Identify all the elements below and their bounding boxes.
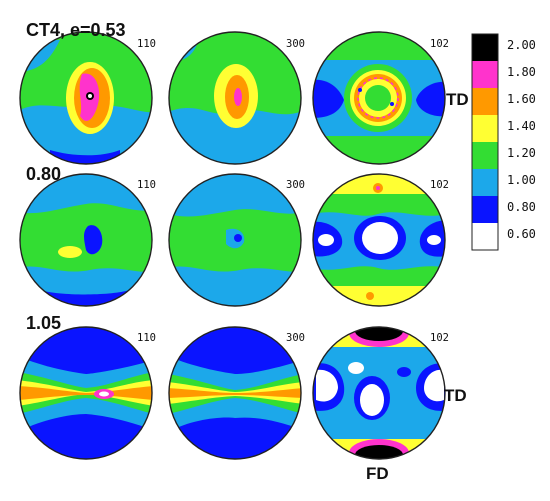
plane-label-r3-102: 102 <box>430 332 449 344</box>
pole-figure-r3-102 <box>313 327 445 459</box>
legend-label-1-40: 1.40 <box>507 119 536 133</box>
legend-label-1-60: 1.60 <box>507 92 536 106</box>
td-label-row1: TD <box>446 90 469 109</box>
pole-figure-r2-110 <box>20 174 152 306</box>
pole-figure-r1-110 <box>20 32 152 164</box>
legend-swatch-1-00 <box>472 169 498 196</box>
legend-label-1-00: 1.00 <box>507 173 536 187</box>
legend-label-1-20: 1.20 <box>507 146 536 160</box>
legend-swatch-2-00 <box>472 34 498 61</box>
plane-label-r1-110: 110 <box>137 38 156 50</box>
row-label-1: CT4, e=0.53 <box>26 20 126 40</box>
plane-label-r2-102: 102 <box>430 179 449 191</box>
legend-label-0-60: 0.60 <box>507 227 536 241</box>
legend-swatch-1-20 <box>472 142 498 169</box>
pole-figure-r2-102 <box>313 174 445 306</box>
plane-label-r2-110: 110 <box>137 179 156 191</box>
plane-label-r2-300: 300 <box>286 179 305 191</box>
legend-label-0-80: 0.80 <box>507 200 536 214</box>
legend-swatch-1-80 <box>472 61 498 88</box>
legend-swatch-0-80 <box>472 196 498 223</box>
legend-label-2-00: 2.00 <box>507 38 536 52</box>
plane-label-r1-300: 300 <box>286 38 305 50</box>
legend-swatch-1-40 <box>472 115 498 142</box>
legend-border <box>471 33 499 251</box>
plane-label-r3-110: 110 <box>137 332 156 344</box>
legend-swatch-0-60 <box>472 223 498 250</box>
plane-label-r1-102: 102 <box>430 38 449 50</box>
pole-figure-r3-110 <box>20 327 152 459</box>
legend-swatch-1-60 <box>472 88 498 115</box>
fd-label-row3: FD <box>366 464 389 483</box>
pole-figure-outlines <box>19 31 446 460</box>
row-label-3: 1.05 <box>26 313 62 333</box>
plane-label-r3-300: 300 <box>286 332 305 344</box>
td-label-row3: TD <box>444 386 467 405</box>
color-legend <box>471 33 499 251</box>
legend-label-1-80: 1.80 <box>507 65 536 79</box>
row-label-2: 0.80 <box>26 164 62 184</box>
